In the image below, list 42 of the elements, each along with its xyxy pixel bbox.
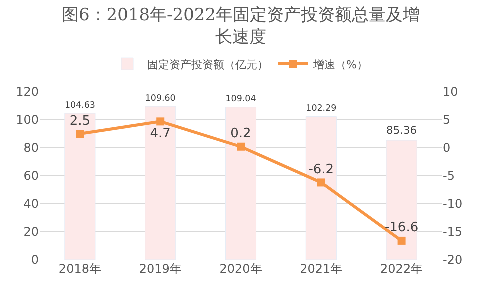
y2-tick-label: 5: [443, 113, 451, 128]
y-tick-label: 60: [24, 169, 39, 184]
y-tick-label: 40: [24, 197, 39, 212]
point: [317, 178, 326, 187]
y-tick-label: 120: [16, 85, 39, 100]
data-label: -16.6: [384, 220, 419, 236]
y-tick-label: 100: [16, 113, 39, 128]
point: [237, 142, 245, 151]
data-label: 109.04: [226, 94, 257, 105]
y-tick-label: 80: [24, 141, 39, 156]
y2-tick-label: 0: [443, 141, 451, 156]
point: [398, 236, 406, 245]
data-label: 2.5: [70, 114, 91, 129]
y2-tick-label: -20: [443, 253, 463, 268]
legend-label: 固定资产投资额（亿元）: [148, 58, 268, 72]
y-tick-label: 0: [31, 253, 39, 268]
x-tick-label: 2019年: [139, 262, 182, 276]
point: [156, 118, 165, 126]
point: [76, 130, 84, 138]
data-label: 104.63: [64, 100, 96, 111]
y-tick-label: 20: [24, 225, 39, 240]
data-label: 0.2: [230, 126, 252, 142]
data-label: 109.60: [145, 94, 176, 104]
x-tick-label: 2022年: [380, 262, 424, 276]
bar: [225, 107, 257, 260]
bar: [306, 116, 337, 260]
data-label: 85.36: [386, 124, 418, 138]
legend-label: 增速（%）: [312, 58, 368, 72]
y2-tick-label: -15: [443, 225, 463, 240]
bar: [386, 140, 418, 260]
y2-tick-label: 10: [443, 85, 458, 100]
x-tick-label: 2020年: [220, 262, 262, 276]
y2-tick-label: -10: [443, 197, 463, 212]
chart-title: 图6：2018年-2022年固定资产投资额总量及增长速度: [62, 5, 420, 48]
x-tick-label: 2018年: [58, 262, 102, 276]
y2-tick-label: -5: [443, 169, 455, 184]
bar: [64, 113, 96, 260]
data-label: 102.29: [306, 104, 337, 114]
data-label: 4.7: [150, 126, 171, 142]
bar: [145, 106, 176, 260]
data-label: -6.2: [308, 162, 334, 178]
x-tick-label: 2021年: [300, 262, 343, 276]
